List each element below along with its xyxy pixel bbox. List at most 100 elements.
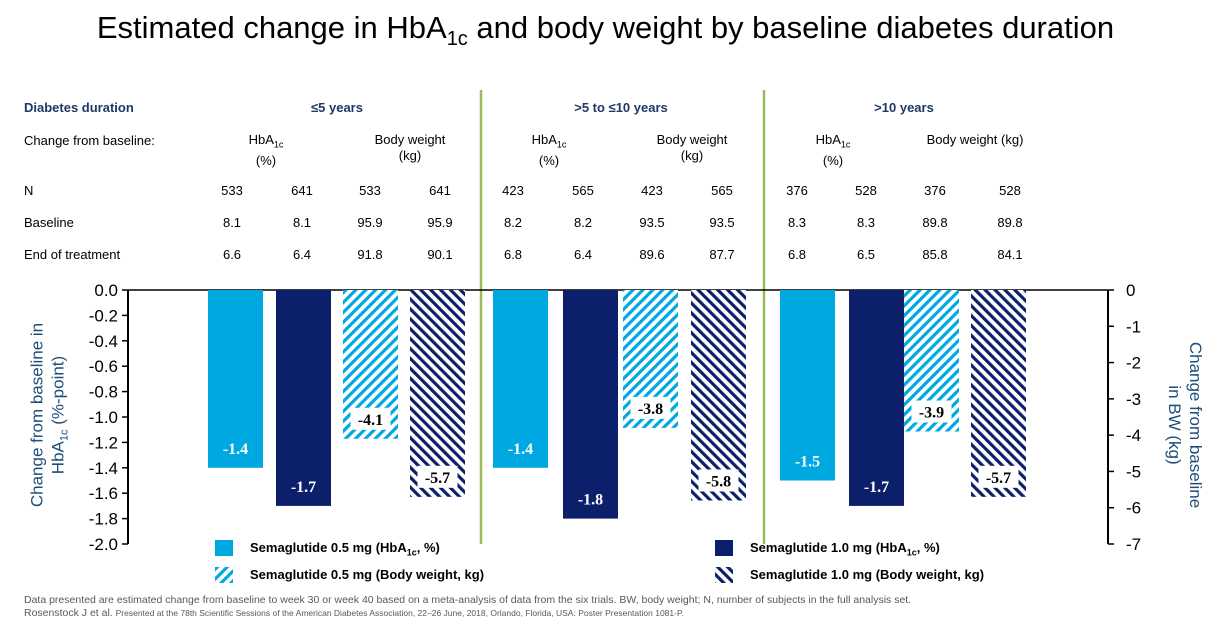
legend-label: Semaglutide 1.0 mg (HbA1c, %) xyxy=(750,540,940,558)
y-tick-label-right: -1 xyxy=(1126,317,1141,336)
citation: Rosenstock J et al. Presented at the 78t… xyxy=(24,607,684,619)
data-label: -1.4 xyxy=(223,441,248,458)
table-cell: 6.8 xyxy=(503,247,523,262)
table-cell: 8.3 xyxy=(787,215,807,230)
y-tick-label-left: -1.4 xyxy=(89,459,118,478)
table-cell: 8.2 xyxy=(503,215,523,230)
table-cell: 533 xyxy=(221,183,243,198)
data-label: -1.4 xyxy=(508,441,533,458)
data-label-bg xyxy=(911,400,952,423)
baseline-label: Baseline xyxy=(24,215,74,230)
change-label: Change from baseline: xyxy=(24,133,155,148)
footnote: Data presented are estimated change from… xyxy=(24,594,912,606)
bar xyxy=(971,290,1026,497)
bar xyxy=(849,290,904,506)
hba1c-column-header: HbA1c (%) xyxy=(531,132,567,168)
y-tick-label-right: -3 xyxy=(1126,390,1141,409)
y-tick-label-right: -5 xyxy=(1126,462,1141,481)
y-tick-label-left: -1.0 xyxy=(89,408,118,427)
group-header: >10 years xyxy=(874,100,934,115)
table-cell: 84.1 xyxy=(997,247,1023,262)
legend-label: Semaglutide 0.5 mg (HbA1c, %) xyxy=(250,540,440,558)
y-axis-left-label: Change from baseline in HbA1c (%-point) xyxy=(27,322,71,508)
data-label: -5.8 xyxy=(706,473,731,490)
y-axis-right-label: Change from baseline in BW (kg) xyxy=(1165,341,1205,509)
y-tick-label-left: -0.4 xyxy=(89,332,118,351)
bw-column-header: Body weight (kg) xyxy=(656,132,728,163)
table-cell: 528 xyxy=(855,183,877,198)
data-label: -3.8 xyxy=(638,401,663,418)
table-cell: 89.6 xyxy=(639,247,665,262)
page-title: Estimated change in HbA1c and body weigh… xyxy=(96,10,1115,51)
table-cell: 95.9 xyxy=(357,215,383,230)
bar xyxy=(780,290,835,481)
y-tick-label-right: -2 xyxy=(1126,354,1141,373)
data-label: -3.9 xyxy=(919,405,944,422)
data-label: -1.5 xyxy=(795,454,820,471)
data-label: -1.7 xyxy=(864,479,889,496)
table-cell: 533 xyxy=(359,183,381,198)
table-cell: 565 xyxy=(711,183,733,198)
y-tick-label-right: -6 xyxy=(1126,499,1141,518)
y-tick-label-left: -1.2 xyxy=(89,433,118,452)
data-label-bg xyxy=(978,465,1019,488)
y-tick-label-left: -0.6 xyxy=(89,357,118,376)
table-cell: 641 xyxy=(291,183,313,198)
bw-column-header: Body weight (kg) xyxy=(926,132,1024,147)
y-tick-label-left: -0.8 xyxy=(89,383,118,402)
table-cell: 90.1 xyxy=(427,247,453,262)
y-tick-label-left: -1.6 xyxy=(89,484,118,503)
bar xyxy=(563,290,618,519)
data-label: -5.7 xyxy=(986,470,1011,487)
table-cell: 6.8 xyxy=(787,247,807,262)
table-cell: 89.8 xyxy=(997,215,1023,230)
y-tick-label-left: -2.0 xyxy=(89,535,118,554)
table-cell: 6.4 xyxy=(292,247,312,262)
y-tick-label-right: -4 xyxy=(1126,426,1141,445)
group-header: ≤5 years xyxy=(311,100,363,115)
data-label: -4.1 xyxy=(358,412,383,429)
table-cell: 6.4 xyxy=(573,247,593,262)
table-cell: 376 xyxy=(924,183,946,198)
y-tick-label-right: -7 xyxy=(1126,535,1141,554)
table-cell: 423 xyxy=(502,183,524,198)
table-cell: 8.1 xyxy=(222,215,242,230)
legend-label: Semaglutide 1.0 mg (Body weight, kg) xyxy=(750,567,985,582)
bar xyxy=(276,290,331,506)
data-label: -1.8 xyxy=(578,492,603,509)
table-cell: 93.5 xyxy=(639,215,665,230)
bw-column-header: Body weight (kg) xyxy=(374,132,446,163)
table-cell: 85.8 xyxy=(922,247,948,262)
legend-label: Semaglutide 0.5 mg (Body weight, kg) xyxy=(250,567,485,582)
eot-label: End of treatment xyxy=(24,247,121,262)
bar xyxy=(493,290,548,468)
table-cell: 376 xyxy=(786,183,808,198)
table-cell: 423 xyxy=(641,183,663,198)
bar xyxy=(410,290,465,497)
table-cell: 565 xyxy=(572,183,594,198)
table-cell: 8.2 xyxy=(573,215,593,230)
legend-swatch xyxy=(715,567,733,583)
data-label-bg xyxy=(417,465,458,488)
y-tick-label-left: -0.2 xyxy=(89,306,118,325)
table-cell: 6.5 xyxy=(856,247,876,262)
data-label: -1.7 xyxy=(291,479,316,496)
bar xyxy=(691,290,746,501)
hba1c-column-header: HbA1c (%) xyxy=(248,132,284,168)
hba1c-column-header: HbA1c (%) xyxy=(815,132,851,168)
y-tick-label-left: -1.8 xyxy=(89,510,118,529)
data-label-bg xyxy=(630,396,671,419)
table-cell: 8.3 xyxy=(856,215,876,230)
table-cell: 95.9 xyxy=(427,215,453,230)
data-label-bg xyxy=(698,469,739,492)
table-cell: 91.8 xyxy=(357,247,383,262)
bar xyxy=(208,290,263,468)
legend-swatch xyxy=(215,567,233,583)
legend-swatch xyxy=(715,540,733,556)
table-cell: 6.6 xyxy=(222,247,242,262)
legend-swatch xyxy=(215,540,233,556)
y-tick-label-left: 0.0 xyxy=(94,281,118,300)
data-label: -5.7 xyxy=(425,470,450,487)
y-tick-label-right: 0 xyxy=(1126,281,1135,300)
